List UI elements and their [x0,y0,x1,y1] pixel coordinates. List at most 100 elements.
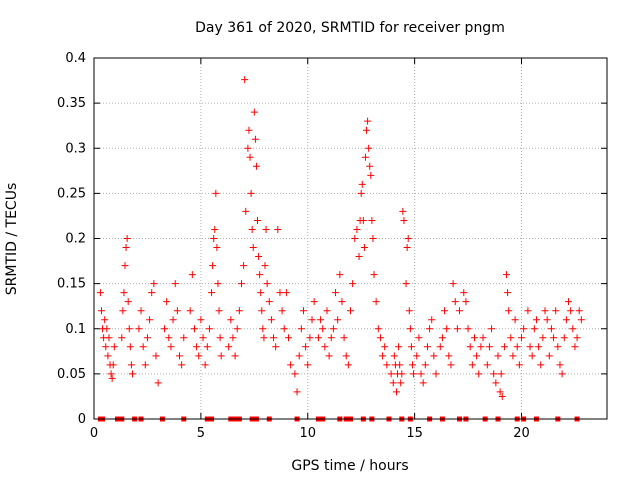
data-point [358,180,366,188]
data-point [249,244,257,252]
data-point [323,307,331,315]
data-point [197,316,205,324]
data-point [304,361,312,369]
data-point [577,316,585,324]
data-point [150,280,158,288]
data-point [209,262,217,270]
data-point [257,289,265,297]
data-point [247,189,255,197]
data-point [400,216,408,224]
data-point [511,316,519,324]
data-point [539,334,547,342]
data-point [485,343,493,351]
data-point [364,117,372,125]
data-point [573,334,581,342]
data-point [241,76,249,84]
data-point [321,343,329,351]
data-point [492,379,500,387]
data-point [359,216,367,224]
data-point [201,361,209,369]
data-point [530,325,538,333]
data-point [173,307,181,315]
data-point [188,271,196,279]
data-point [171,280,179,288]
data-point [118,334,126,342]
data-point [229,334,237,342]
data-point [556,361,564,369]
data-point [248,225,256,233]
data-point [285,334,293,342]
data-point [270,334,278,342]
data-point [143,334,151,342]
data-point [107,370,115,378]
data-point [407,343,415,351]
data-point [449,280,457,288]
data-point [327,334,335,342]
data-point [545,352,553,360]
data-point [365,144,373,152]
data-point [338,298,346,306]
data-point [245,126,253,134]
data-point [256,271,264,279]
data-point [267,316,275,324]
data-point [237,280,245,288]
data-point [325,352,333,360]
data-point [332,289,340,297]
y-tick-label: 0.25 [57,186,86,201]
data-point [360,244,368,252]
data-point [128,370,136,378]
data-point [488,325,496,333]
data-point [211,225,219,233]
data-point [438,334,446,342]
y-tick-label: 0.15 [57,277,86,292]
data-point [123,235,131,242]
data-point [498,392,506,400]
data-point [403,244,411,252]
data-point [466,343,474,351]
data-point [258,307,266,315]
data-point [308,316,316,324]
data-point [509,352,517,360]
data-point [102,343,110,351]
data-point [126,343,134,351]
data-point [421,361,429,369]
y-tick-label: 0.2 [65,232,86,247]
data-point [178,361,186,369]
data-point [146,316,154,324]
data-point [336,271,344,279]
data-point [405,307,413,315]
data-point [383,361,391,369]
data-point [121,262,129,270]
data-point [203,343,211,351]
data-point [397,379,405,387]
data-point [139,343,147,351]
x-tick-label: 5 [197,426,205,441]
data-point [215,307,223,315]
data-point [108,374,116,382]
axis-ticks: 0 0.05 0.1 0.15 0.2 0.25 0.3 0.35 0.4 0 5 10 15 20 [57,51,607,441]
data-point [152,352,160,360]
data-point [205,325,213,333]
data-point [389,379,397,387]
data-point [513,343,521,351]
data-point [426,325,434,333]
data-point [402,280,410,288]
data-point [374,325,382,333]
data-point [127,361,135,369]
data-point [199,334,207,342]
data-point [361,153,369,161]
data-point [97,307,105,315]
data-point [430,352,438,360]
data-point [216,334,224,342]
data-point [213,244,221,252]
data-point [367,171,375,179]
data-point [547,325,555,333]
data-point [381,343,389,351]
x-tick-label: 15 [406,426,423,441]
data-point [370,271,378,279]
data-point [396,361,404,369]
data-point [535,343,543,351]
data-point [319,325,327,333]
data-point [353,225,361,233]
data-point [404,235,412,242]
